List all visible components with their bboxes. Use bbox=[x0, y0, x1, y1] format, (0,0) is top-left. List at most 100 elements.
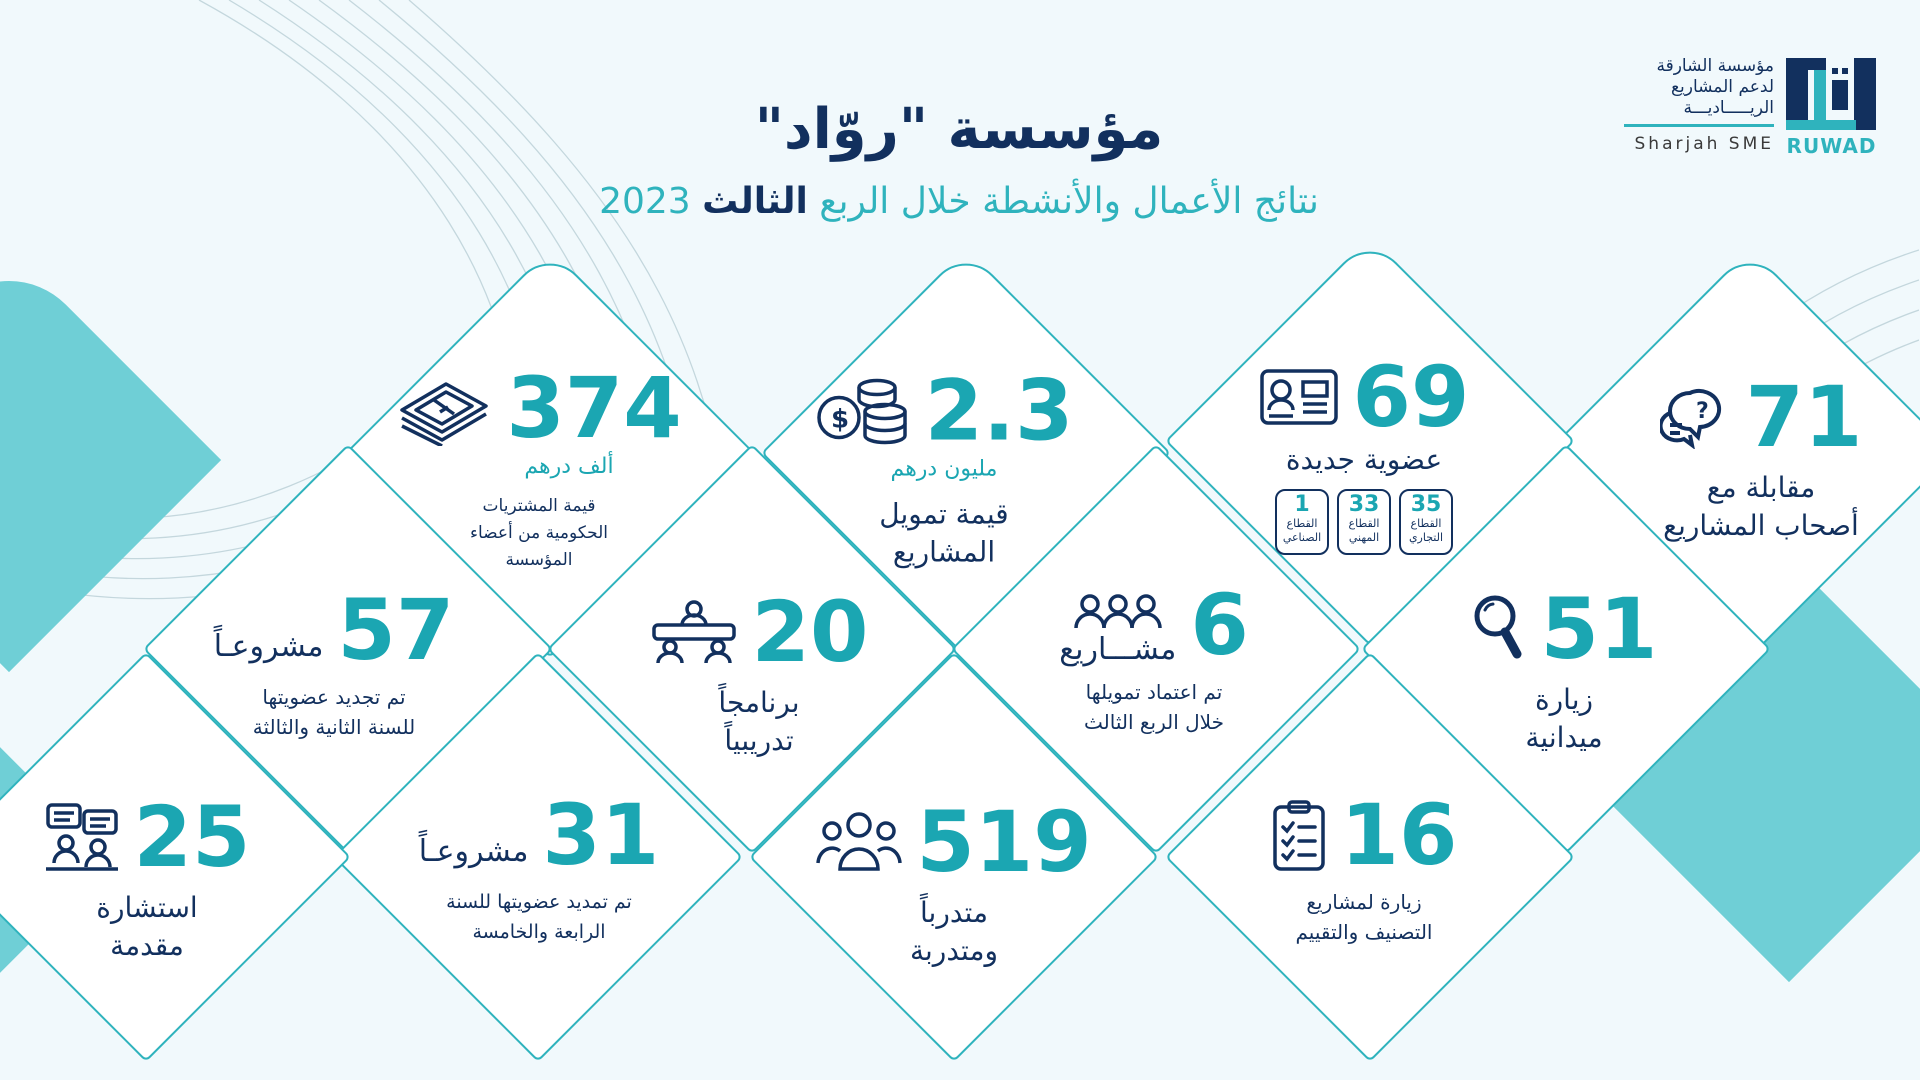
stat-label: مقابلة مع أصحاب المشاريع bbox=[1612, 469, 1912, 545]
stat-value: 51 bbox=[1541, 580, 1659, 678]
stat-value: 71 bbox=[1746, 368, 1864, 466]
stat-classification-visits: 16 زيارة لمشاريع التصنيف والتقييم bbox=[1215, 793, 1515, 947]
stat-consultations: 25 استشارة مقدمة bbox=[0, 795, 298, 965]
logo-line-2: لدعم المشاريع bbox=[1671, 77, 1775, 97]
subtitle-quarter: الثالث bbox=[703, 181, 809, 222]
stat-value: 31 bbox=[543, 786, 661, 884]
stat-label: عضوية جديدة bbox=[1286, 443, 1444, 476]
sector-label: المهني bbox=[1349, 531, 1381, 544]
logo-line-3: الريـــــاديـــة bbox=[1684, 98, 1775, 118]
stat-label-line: أصحاب المشاريع bbox=[1664, 509, 1860, 542]
stat-label: قيمة تمويل المشاريع bbox=[795, 496, 1095, 572]
stat-unit: مليون درهم bbox=[891, 456, 999, 482]
stat-label: زيارة ميدانية bbox=[1415, 681, 1715, 757]
sector-label: القطاع bbox=[1349, 517, 1381, 530]
stat-value: 2.3 bbox=[925, 361, 1075, 460]
stat-label-line: قيمة المشتريات bbox=[483, 496, 597, 516]
logo-arabic-text: مؤسسة الشارقة لدعم المشاريع الريـــــادي… bbox=[1657, 56, 1775, 119]
sector-breakdown: 35 القطاع التجاري 33 القطاع المهني 1 الق… bbox=[1215, 489, 1515, 555]
id-card-icon bbox=[1260, 368, 1340, 426]
sector-label: القطاع bbox=[1287, 517, 1319, 530]
sector-commercial: 35 القطاع التجاري bbox=[1400, 489, 1454, 555]
stat-label: تم تمديد عضويتها للسنة الرابعة والخامسة bbox=[390, 887, 690, 947]
stat-value: 57 bbox=[338, 581, 456, 679]
sector-value: 33 bbox=[1349, 492, 1381, 517]
stat-label: استشارة مقدمة bbox=[0, 889, 298, 965]
stat-value: 20 bbox=[752, 583, 870, 681]
stat-label: برنامجاً تدريبياً bbox=[610, 684, 910, 760]
subtitle-text: نتائج الأعمال والأنشطة خلال الربع bbox=[820, 181, 1320, 222]
training-table-icon bbox=[651, 599, 739, 665]
stat-interviews: ? 71 مقابلة مع أصحاب المشاريع bbox=[1612, 375, 1912, 545]
logo-english-text: Sharjah SME bbox=[1635, 134, 1775, 154]
sector-label: الصناعي bbox=[1283, 531, 1323, 544]
stat-label-line: قيمة تمويل bbox=[880, 497, 1010, 531]
stat-label-line: الحكومية من أعضاء bbox=[470, 523, 610, 543]
stat-label: قيمة المشتريات الحكومية من أعضاء المؤسسة bbox=[390, 493, 690, 574]
stat-label-line: المشاريع bbox=[893, 535, 997, 569]
stat-value: 6 bbox=[1191, 576, 1250, 674]
stat-funding: $ 2.3 مليون درهم قيمة تمويل المشاريع bbox=[795, 369, 1095, 572]
sector-value: 35 bbox=[1411, 492, 1443, 517]
stat-value: 519 bbox=[917, 793, 1093, 891]
sector-label: التجاري bbox=[1409, 531, 1445, 544]
stat-label-line: تم تمديد عضويتها للسنة bbox=[447, 891, 633, 913]
stat-procurement: 374 ألف درهم قيمة المشتريات الحكومية من … bbox=[390, 366, 690, 574]
stat-label-line: تم تجديد عضويتها bbox=[263, 685, 407, 709]
stat-training-programs: 20 برنامجاً تدريبياً bbox=[610, 590, 910, 760]
stat-funded-projects: مشـــاريع 6 تم اعتماد تمويلها خلال الربع… bbox=[1005, 583, 1305, 737]
stat-label-line: للسنة الثانية والثالثة bbox=[253, 715, 417, 739]
stat-label-line: مقدمة bbox=[111, 929, 185, 962]
stat-label-line: زيارة bbox=[1535, 683, 1595, 716]
svg-text:?: ? bbox=[1697, 399, 1710, 424]
stat-label-line: زيارة لمشاريع bbox=[1307, 890, 1423, 914]
page-header: مؤسسة "روّاد" نتائج الأعمال والأنشطة خلا… bbox=[0, 95, 1920, 225]
stat-label-line: متدرباً bbox=[921, 896, 989, 929]
sector-industrial: 1 القطاع الصناعي bbox=[1276, 489, 1330, 555]
people-icon bbox=[817, 811, 904, 873]
ruwad-mark-icon bbox=[1787, 58, 1877, 130]
coins-icon: $ bbox=[816, 376, 912, 446]
stat-memberships: 69 عضوية جديدة 35 القطاع التجاري 33 القط… bbox=[1215, 355, 1515, 555]
sector-value: 1 bbox=[1295, 492, 1311, 517]
stat-value: 25 bbox=[134, 788, 252, 886]
stat-label: تم تجديد عضويتها للسنة الثانية والثالثة bbox=[185, 682, 485, 742]
stat-field-visits: 51 زيارة ميدانية bbox=[1415, 587, 1715, 757]
ruwad-logo: مؤسسة الشارقة لدعم المشاريع الريـــــادي… bbox=[1620, 50, 1880, 160]
logo-line-1: مؤسسة الشارقة bbox=[1657, 56, 1775, 76]
stat-label-line: ميدانية bbox=[1526, 721, 1604, 754]
stat-value: 69 bbox=[1353, 348, 1471, 446]
subtitle-year: 2023 bbox=[600, 181, 692, 222]
consultation-icon bbox=[45, 801, 121, 873]
stat-label: تم اعتماد تمويلها خلال الربع الثالث bbox=[1005, 677, 1305, 737]
page-subtitle: نتائج الأعمال والأنشطة خلال الربع الثالث… bbox=[0, 179, 1920, 225]
svg-text:$: $ bbox=[832, 405, 850, 435]
stat-value: 374 bbox=[507, 359, 683, 457]
stat-value: 16 bbox=[1341, 786, 1459, 884]
sector-label: القطاع bbox=[1411, 517, 1443, 530]
stat-label-line: التصنيف والتقييم bbox=[1296, 920, 1434, 944]
stat-label-line: خلال الربع الثالث bbox=[1085, 710, 1225, 734]
stat-label-line: استشارة bbox=[97, 891, 199, 924]
stat-trainees: 519 متدرباً ومتدربة bbox=[805, 800, 1105, 970]
stat-label-line: المؤسسة bbox=[506, 550, 574, 570]
stat-label-line: تم اعتماد تمويلها bbox=[1086, 680, 1224, 704]
sector-professional: 33 القطاع المهني bbox=[1338, 489, 1392, 555]
stat-label-line: الرابعة والخامسة bbox=[473, 921, 607, 943]
clipboard-checklist-icon bbox=[1272, 799, 1328, 871]
logo-brand-name: RUWAD bbox=[1787, 134, 1878, 158]
chat-question-icon: ? bbox=[1660, 385, 1733, 449]
stat-label: زيارة لمشاريع التصنيف والتقييم bbox=[1215, 887, 1515, 947]
cash-stack-icon bbox=[397, 370, 493, 446]
stat-unit: مشروعـاً bbox=[419, 834, 530, 869]
group-icon bbox=[1073, 592, 1165, 632]
stat-label-line: ومتدربة bbox=[911, 934, 999, 967]
logo-divider bbox=[1625, 124, 1775, 127]
stat-unit: ألف درهم bbox=[525, 454, 615, 479]
stat-unit: مشـــاريع bbox=[1060, 632, 1178, 667]
stat-renewed-2-3: مشروعـاً 57 تم تجديد عضويتها للسنة الثان… bbox=[185, 588, 485, 742]
stat-label: متدرباً ومتدربة bbox=[805, 894, 1105, 970]
stat-renewed-4-5: مشروعـاً 31 تم تمديد عضويتها للسنة الراب… bbox=[390, 793, 690, 947]
stat-unit: مشروعـاً bbox=[214, 629, 325, 664]
magnifier-icon bbox=[1472, 594, 1528, 664]
